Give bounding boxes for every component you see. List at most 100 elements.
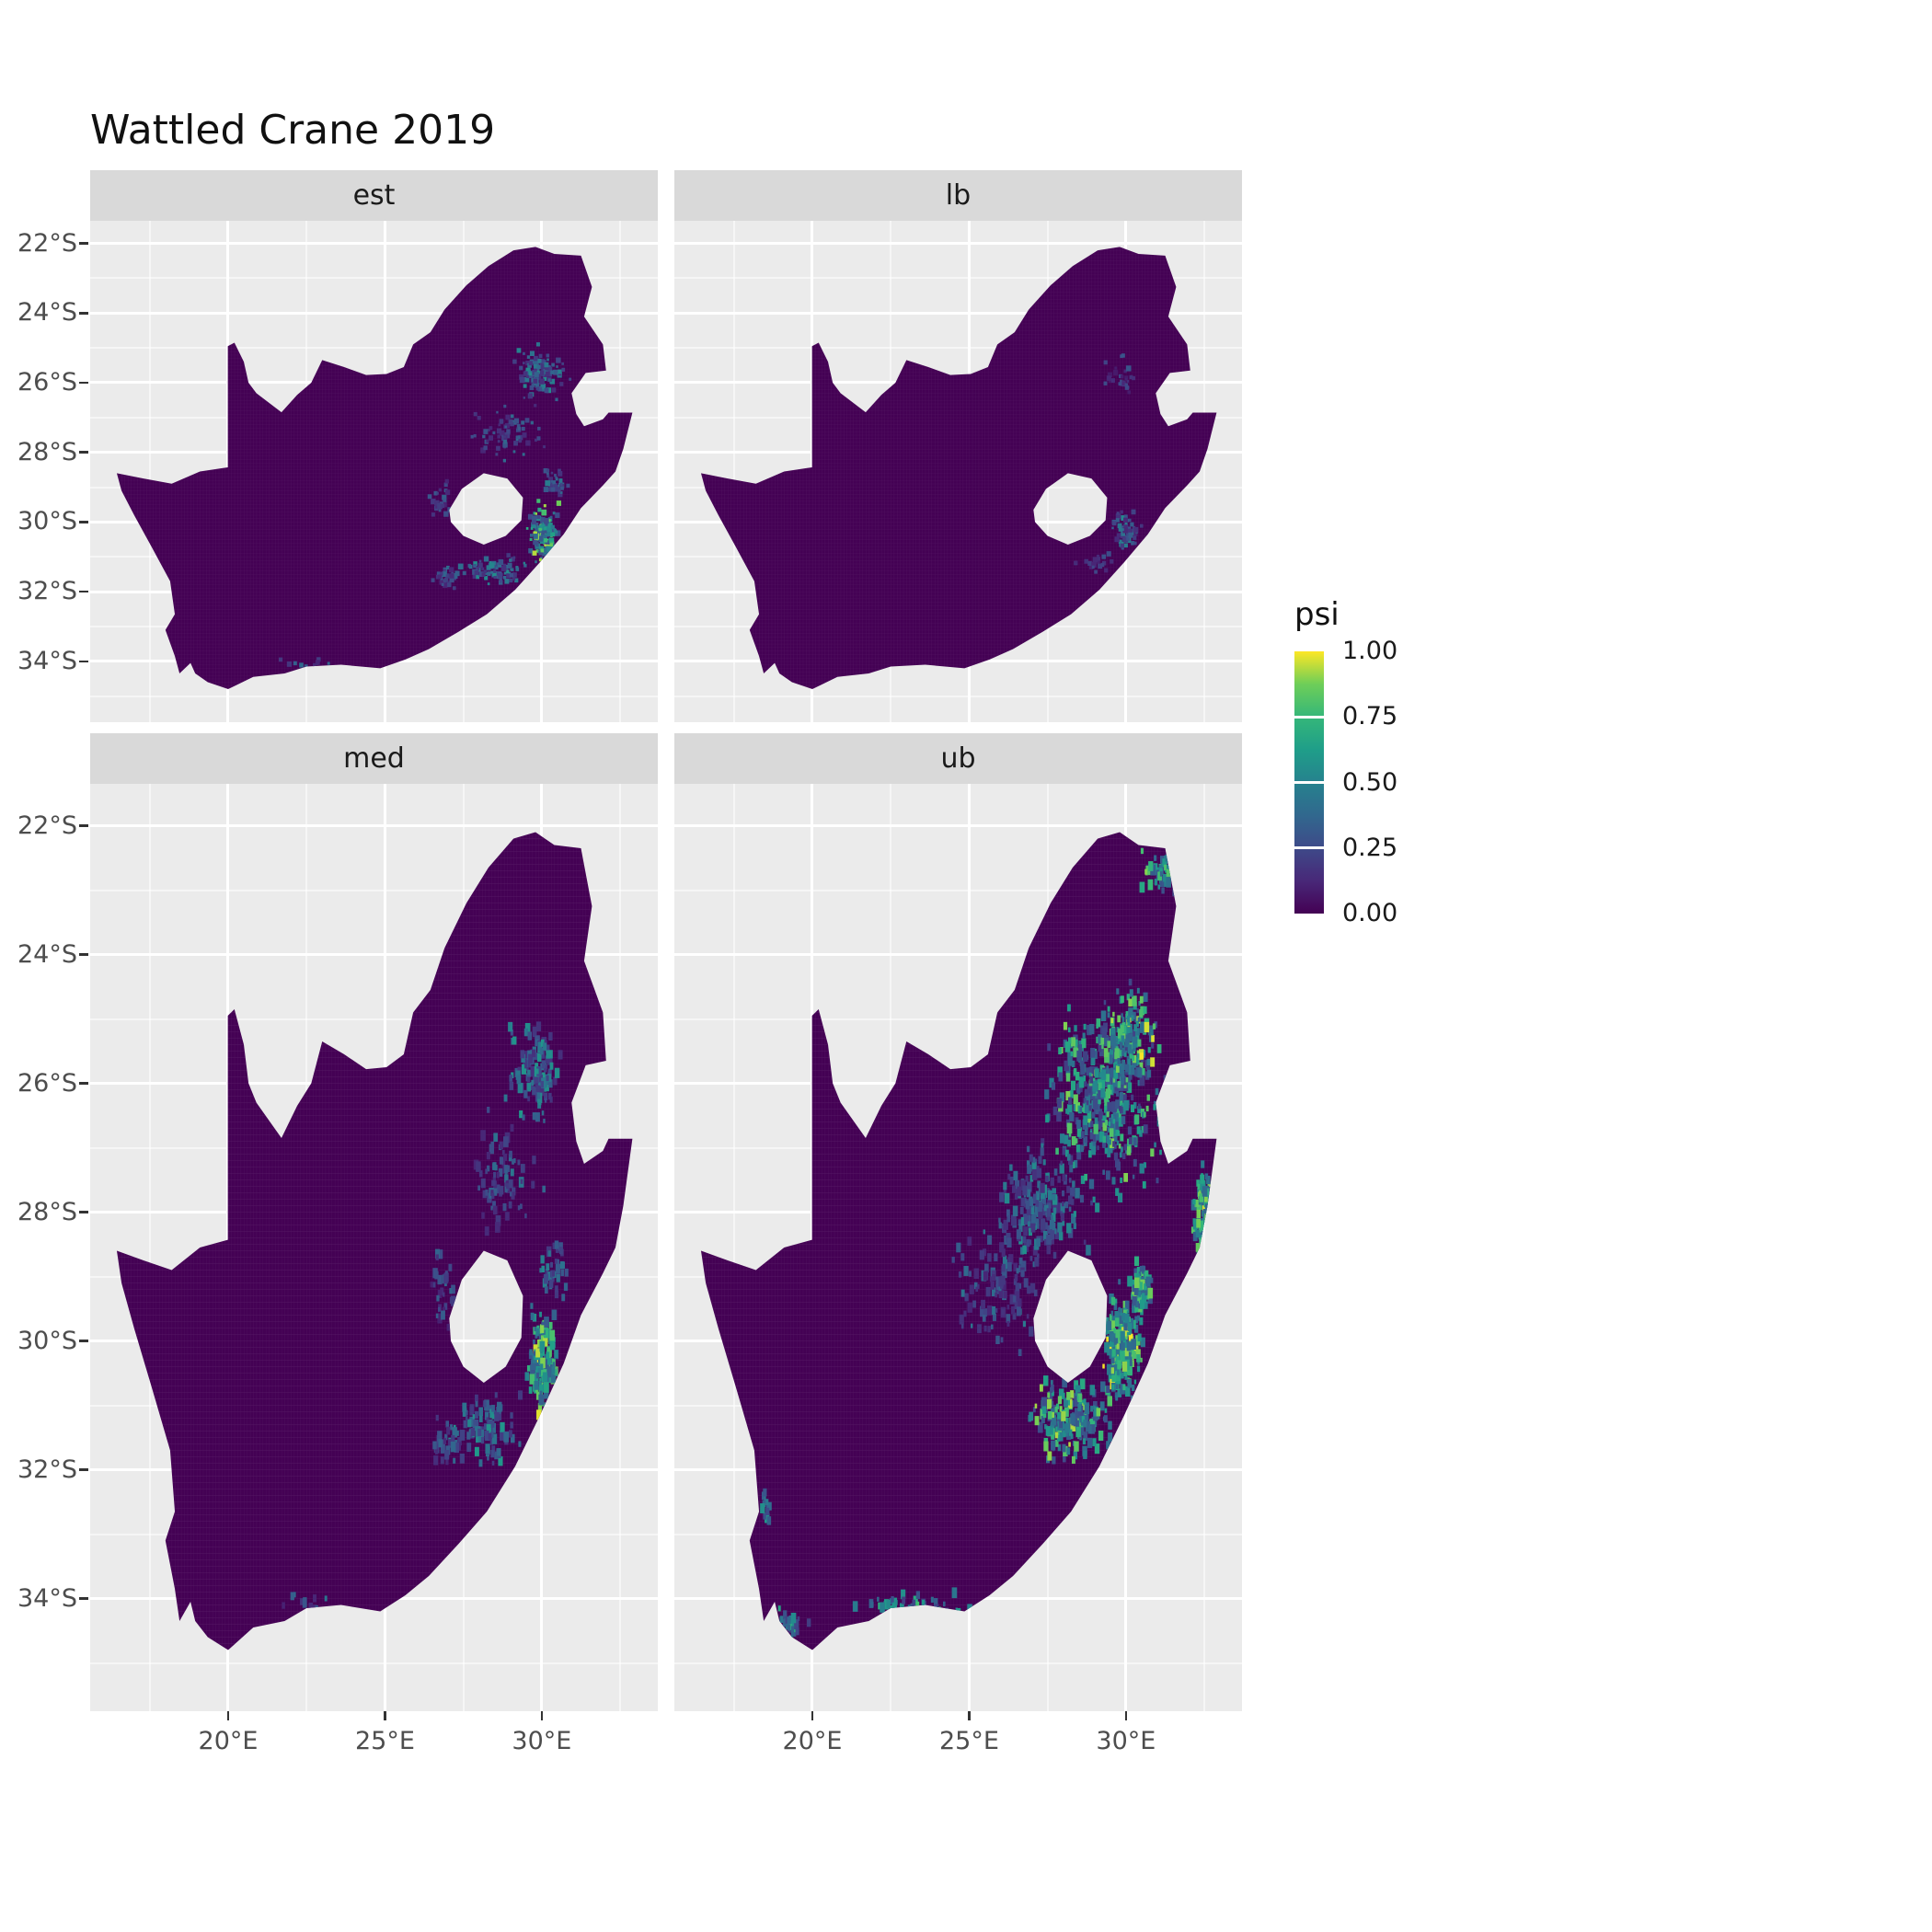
raster-cell: [1064, 1060, 1070, 1072]
x-axis-tick: [1124, 1711, 1128, 1720]
raster-cell: [1123, 1173, 1129, 1182]
raster-cell: [852, 1601, 858, 1612]
y-axis-label: 26°S: [17, 1068, 77, 1098]
raster-cell: [1037, 1202, 1042, 1213]
raster-cell: [472, 1425, 476, 1430]
raster-cell: [1064, 1430, 1069, 1437]
raster-cell: [1094, 1443, 1100, 1455]
raster-cell: [1133, 1024, 1138, 1031]
raster-cell: [488, 428, 490, 431]
raster-cell: [1057, 1176, 1062, 1183]
raster-cell: [549, 543, 553, 547]
raster-cell: [299, 662, 304, 668]
raster-cell: [1067, 1057, 1073, 1066]
raster-cell: [435, 1254, 439, 1261]
raster-cell: [431, 499, 436, 505]
raster-cell: [558, 1247, 563, 1255]
raster-cell: [1159, 1149, 1162, 1156]
raster-cell: [541, 369, 544, 373]
raster-cell: [490, 1190, 494, 1196]
raster-cell: [1143, 1111, 1146, 1118]
raster-cell: [530, 1303, 534, 1309]
raster-cell: [1074, 1380, 1079, 1390]
raster-cell: [569, 377, 572, 381]
raster-cell: [477, 416, 481, 420]
raster-cell: [878, 1602, 881, 1610]
raster-cell: [540, 1255, 545, 1264]
raster-cell: [1110, 1355, 1115, 1364]
raster-cell: [1028, 1221, 1033, 1231]
raster-cell: [1124, 1313, 1130, 1324]
raster-cell: [498, 558, 504, 566]
raster-cell: [491, 1433, 498, 1444]
raster-cell: [1070, 1413, 1075, 1424]
raster-cell: [1133, 1054, 1137, 1064]
raster-cell: [1099, 1072, 1103, 1078]
raster-cell: [527, 362, 532, 368]
raster-cell: [1208, 1202, 1213, 1213]
raster-cell: [1020, 1179, 1026, 1190]
raster-cell: [1083, 1239, 1087, 1246]
raster-cell: [1060, 1213, 1065, 1222]
raster-cell: [546, 525, 552, 533]
raster-cell: [1080, 1064, 1086, 1075]
raster-cell: [1014, 1193, 1018, 1200]
raster-cell: [508, 1201, 512, 1209]
raster-cell: [1124, 383, 1129, 387]
raster-cell: [558, 491, 563, 498]
raster-cell: [1092, 1438, 1097, 1447]
raster-cell: [1006, 1321, 1010, 1328]
raster-cell: [1199, 1235, 1203, 1244]
raster-cell: [1092, 1196, 1096, 1203]
raster-cell: [542, 1185, 546, 1193]
raster-cell: [441, 1310, 445, 1320]
raster-cell: [960, 1324, 964, 1329]
raster-cell: [1089, 1132, 1094, 1140]
raster-cell: [1064, 1369, 1069, 1379]
raster-cell: [1142, 1293, 1147, 1304]
raster-cell: [473, 1419, 479, 1431]
raster-cell: [1094, 569, 1098, 574]
raster-cell: [1036, 1167, 1042, 1179]
raster-cell: [522, 453, 525, 456]
raster-cell: [529, 1349, 533, 1356]
raster-cell: [1137, 1298, 1142, 1306]
raster-cell: [556, 357, 561, 363]
raster-cell: [1009, 1164, 1013, 1171]
raster-cell: [1208, 1217, 1213, 1228]
raster-cell: [1124, 1031, 1130, 1041]
raster-cell: [1041, 1143, 1044, 1150]
raster-cell: [1127, 528, 1133, 535]
raster-cell: [1113, 1144, 1117, 1149]
raster-cell: [1067, 1195, 1073, 1205]
raster-cell: [1074, 1025, 1077, 1032]
raster-cell: [1069, 1165, 1074, 1173]
raster-cell: [1075, 1144, 1080, 1153]
raster-cell: [537, 1402, 543, 1411]
colorbar-tick: [1294, 715, 1324, 719]
raster-cell: [1089, 1075, 1094, 1084]
raster-cell: [521, 1053, 525, 1063]
raster-cell: [540, 1335, 546, 1344]
raster-cell: [1164, 864, 1167, 870]
raster-cell: [1059, 1406, 1063, 1412]
raster-cell: [1087, 1024, 1092, 1036]
raster-cell: [520, 1050, 525, 1059]
y-axis-label: 24°S: [17, 939, 77, 969]
raster-cell: [1131, 509, 1136, 515]
raster-cell: [506, 429, 511, 434]
raster-cell: [1076, 1087, 1081, 1095]
raster-cell: [493, 1171, 497, 1179]
raster-cell: [1138, 1282, 1144, 1291]
raster-cell: [1057, 1066, 1063, 1077]
raster-cell: [478, 1407, 484, 1417]
raster-cell: [994, 1253, 998, 1262]
raster-cell: [466, 1443, 472, 1453]
raster-cell: [552, 1242, 557, 1249]
raster-cell: [1118, 539, 1122, 544]
raster-cell: [1039, 1384, 1043, 1392]
raster-cell: [522, 362, 525, 365]
y-axis-tick: [79, 1468, 88, 1471]
raster-cell: [1067, 1027, 1071, 1033]
raster-cell: [1042, 1207, 1047, 1216]
